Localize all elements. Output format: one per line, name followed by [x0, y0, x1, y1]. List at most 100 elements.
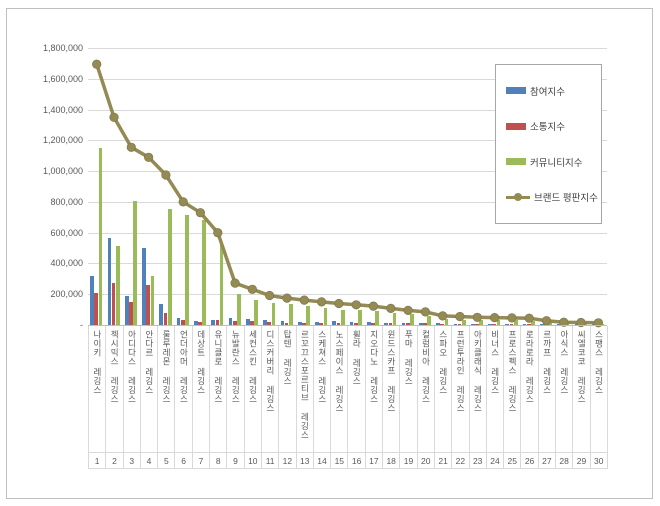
bar-참여지수: [263, 320, 267, 325]
rank-label: 23: [470, 453, 487, 468]
bar-참여지수: [194, 321, 198, 325]
gridline: [88, 263, 607, 265]
bar-커뮤니티지수: [237, 294, 241, 325]
category-label: 스케쳐스 레깅스: [314, 326, 332, 452]
rank-label: 24: [487, 453, 505, 468]
y-axis-label: 1,800,000: [42, 43, 83, 53]
category-label: 씨엘코코 레깅스: [573, 326, 591, 452]
category-label: 지오다노 레깅스: [366, 326, 384, 452]
bar-커뮤니티지수: [185, 214, 189, 325]
category-label: 아디다스 레깅스: [124, 326, 141, 452]
category-label: 아식스 레깅스: [556, 326, 574, 452]
rank-label: 15: [331, 453, 349, 468]
bar-소통지수: [492, 323, 497, 325]
category-label: 윈드스카프 레깅스: [383, 326, 401, 452]
legend-label: 소통지수: [530, 122, 565, 134]
bar-소통지수: [475, 323, 479, 325]
bar-소통지수: [371, 323, 375, 325]
bar-커뮤니티지수: [427, 315, 432, 325]
y-axis-label: 400,000: [50, 258, 83, 269]
rank-label: 20: [418, 453, 435, 468]
bar-커뮤니티지수: [271, 303, 276, 325]
bar-소통지수: [457, 323, 462, 325]
rank-label: 8: [210, 453, 228, 468]
bar-커뮤니티지수: [496, 320, 501, 325]
rank-label: 12: [279, 453, 297, 468]
bar-참여지수: [211, 319, 216, 325]
legend-item-community: 커뮤니티지수: [506, 155, 601, 169]
rank-label: 22: [452, 453, 470, 468]
bar-참여지수: [107, 238, 112, 325]
y-axis-label: 200,000: [50, 289, 83, 300]
rank-label: 27: [539, 453, 557, 468]
gridline: [88, 78, 607, 80]
bar-소통지수: [215, 319, 220, 325]
category-label: 뉴발란스 레깅스: [227, 326, 245, 452]
y-axis-label: 1,600,000: [42, 73, 83, 84]
category-label: 안다르 레깅스: [141, 326, 159, 452]
bar-소통지수: [302, 322, 306, 325]
bar-참여지수: [470, 323, 475, 325]
rank-label: 21: [435, 453, 453, 468]
bar-참여지수: [176, 317, 181, 325]
bar-참여지수: [557, 324, 562, 325]
category-label: 아키클래식 레깅스: [470, 326, 487, 452]
legend-item-brand-reputation: 브랜드 평판지수: [506, 190, 601, 204]
gridline: [88, 140, 607, 142]
gridline: [88, 294, 607, 296]
rank-label: 1: [89, 453, 107, 468]
category-label: 컬럼비아 레깅스: [418, 326, 435, 452]
rank-label: 2: [106, 453, 124, 468]
bar-커뮤니티지수: [340, 309, 345, 325]
legend-label: 커뮤니티지수: [530, 157, 583, 169]
category-label: 프로스펙스 레깅스: [504, 326, 522, 452]
gridline: [88, 109, 607, 111]
gridline: [88, 232, 607, 234]
rank-label: 5: [158, 453, 176, 468]
bar-커뮤니티지수: [254, 299, 259, 325]
legend-item-communication: 소통지수: [506, 119, 601, 133]
rank-label: 7: [193, 453, 211, 468]
category-label: 르까프 레깅스: [539, 326, 557, 452]
bar-소통지수: [319, 322, 324, 325]
bar-참여지수: [522, 323, 527, 325]
rank-labels: 1 2 3 4 5 6 7 8 9 10 11 12 13 14 15 16 17 18 19 20 21 22 23 24 2…: [88, 452, 608, 469]
bar-참여지수: [384, 322, 389, 325]
category-label: 스팽스 레깅스: [591, 326, 608, 452]
bar-커뮤니티지수: [133, 201, 137, 325]
bar-소통지수: [388, 323, 393, 325]
rank-label: 3: [124, 453, 141, 468]
bar-소통지수: [180, 319, 185, 325]
bar-소통지수: [146, 285, 151, 325]
bar-참여지수: [245, 318, 250, 325]
bar-소통지수: [526, 323, 531, 325]
category-label: 노스페이스 레깅스: [331, 326, 349, 452]
y-axis-label: 1,400,000: [42, 104, 83, 115]
bar-참여지수: [297, 321, 302, 325]
rank-label: 4: [141, 453, 159, 468]
rank-label: 25: [504, 453, 522, 468]
bar-커뮤니티지수: [306, 305, 310, 325]
bar-커뮤니티지수: [98, 148, 103, 325]
category-label: 유니클로 레깅스: [210, 326, 228, 452]
bar-참여지수: [488, 323, 492, 325]
gridline: [88, 201, 607, 203]
bar-커뮤니티지수: [167, 208, 172, 325]
bar-소통지수: [509, 323, 514, 325]
bar-커뮤니티지수: [444, 319, 449, 325]
bar-커뮤니티지수: [323, 307, 328, 325]
bar-커뮤니티지수: [461, 319, 466, 325]
bar-소통지수: [423, 323, 427, 325]
participation-swatch-icon: [506, 87, 526, 95]
rank-label: 13: [297, 453, 314, 468]
category-label: 휠라 레깅스: [348, 326, 366, 452]
bar-커뮤니티지수: [410, 314, 414, 325]
rank-label: 30: [591, 453, 608, 468]
y-axis-label: 800,000: [50, 196, 83, 207]
category-label: 나이키 레깅스: [89, 326, 107, 452]
category-label: 르꼬끄스포르티브 레깅스: [297, 326, 314, 452]
rank-label: 10: [245, 453, 262, 468]
bar-소통지수: [440, 323, 445, 325]
bar-참여지수: [228, 318, 233, 325]
